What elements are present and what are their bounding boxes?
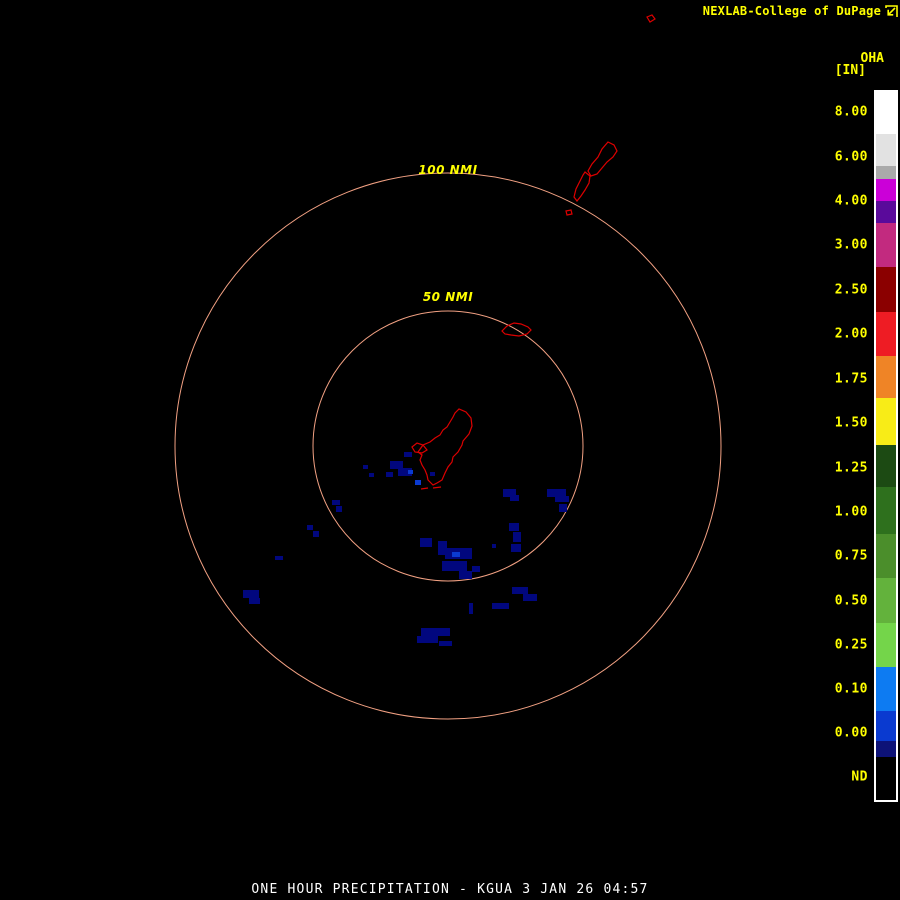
reef-dash bbox=[420, 487, 429, 490]
colorbar-segment bbox=[876, 201, 896, 223]
precip-cell bbox=[421, 628, 450, 636]
precip-cell bbox=[503, 489, 516, 497]
colorbar-segment bbox=[876, 578, 896, 623]
precip-cell bbox=[398, 468, 412, 476]
precip-cell bbox=[472, 566, 480, 572]
colorbar-segment bbox=[876, 223, 896, 267]
colorbar-tick-label: 3.00 bbox=[834, 237, 868, 253]
precip-cell bbox=[555, 496, 569, 502]
colorbar-segment bbox=[876, 667, 896, 711]
legend-units-label: [IN] bbox=[834, 63, 866, 78]
precip-cell bbox=[313, 531, 319, 537]
precip-cell bbox=[439, 641, 452, 646]
range-ring bbox=[312, 310, 584, 582]
colorbar-segment bbox=[876, 166, 896, 179]
colorbar-segment bbox=[876, 312, 896, 356]
precip-cell bbox=[438, 541, 447, 555]
precip-cell bbox=[492, 603, 509, 609]
precip-cell bbox=[404, 452, 412, 457]
colorbar-tick-label: 0.25 bbox=[834, 637, 868, 653]
precip-cell bbox=[492, 544, 496, 548]
colorbar-segment bbox=[876, 623, 896, 667]
precip-cell bbox=[523, 594, 537, 601]
island-outline-rota bbox=[501, 322, 532, 337]
colorbar-segment bbox=[876, 92, 896, 134]
precip-cell bbox=[452, 552, 460, 557]
island-outline-saipan bbox=[587, 141, 618, 177]
precip-cell bbox=[513, 532, 521, 542]
precip-cell bbox=[408, 470, 413, 474]
precip-cell bbox=[243, 590, 259, 598]
precip-cell bbox=[559, 504, 567, 512]
colorbar-tick-label: 0.50 bbox=[834, 593, 868, 609]
colorbar-segment bbox=[876, 179, 896, 201]
colorbar-segment bbox=[876, 398, 896, 445]
range-ring-label: 50 NMI bbox=[422, 290, 474, 304]
colorbar bbox=[874, 90, 898, 802]
precip-cell bbox=[510, 495, 519, 501]
precip-cell bbox=[307, 525, 313, 530]
precip-cell bbox=[332, 500, 340, 505]
colorbar-tick-label: 2.00 bbox=[834, 326, 868, 342]
colorbar-segment bbox=[876, 445, 896, 487]
island-outline-aguijan bbox=[565, 209, 573, 216]
precip-cell bbox=[249, 598, 260, 604]
colorbar-tick-label: 0.00 bbox=[834, 725, 868, 741]
colorbar-segment bbox=[876, 487, 896, 534]
colorbar-tick-label: 0.10 bbox=[834, 681, 868, 697]
precip-cell bbox=[547, 489, 566, 497]
colorbar-segment bbox=[876, 757, 896, 800]
colorbar-segment bbox=[876, 134, 896, 166]
pop-out-icon bbox=[885, 4, 898, 17]
colorbar-tick-label: 1.25 bbox=[834, 460, 868, 476]
range-ring-label: 100 NMI bbox=[418, 163, 478, 177]
nexlab-attribution-link[interactable]: NEXLAB-College of DuPage bbox=[703, 4, 898, 18]
colorbar-tick-label: 6.00 bbox=[834, 149, 868, 165]
range-ring bbox=[174, 172, 722, 720]
precip-cell bbox=[420, 538, 432, 547]
colorbar-tick-label: 4.00 bbox=[834, 193, 868, 209]
precip-cell bbox=[390, 461, 403, 469]
island-outline-guam bbox=[417, 408, 473, 486]
legend-product-label: OHA bbox=[860, 51, 884, 66]
island-outline-tinian bbox=[573, 171, 591, 202]
precip-cell bbox=[509, 523, 519, 531]
precip-cell bbox=[442, 561, 467, 571]
precip-cell bbox=[336, 506, 342, 512]
precip-cell bbox=[369, 473, 374, 477]
precip-cell bbox=[415, 480, 421, 485]
reef-dash bbox=[432, 486, 442, 489]
precip-cell bbox=[512, 587, 528, 594]
precip-cell bbox=[459, 571, 472, 579]
colorbar-tick-label: 1.75 bbox=[834, 371, 868, 387]
colorbar-tick-label: 1.50 bbox=[834, 415, 868, 431]
colorbar-tick-label: 2.50 bbox=[834, 282, 868, 298]
precip-cell bbox=[430, 472, 435, 476]
island-outline-anatahan bbox=[646, 14, 656, 23]
precip-cell bbox=[469, 603, 473, 614]
island-outline-apra-harbor bbox=[411, 442, 428, 454]
colorbar-tick-label: ND bbox=[851, 769, 868, 785]
precip-cell bbox=[386, 472, 393, 477]
colorbar-segment bbox=[876, 711, 896, 741]
attribution-text: NEXLAB-College of DuPage bbox=[702, 4, 881, 18]
colorbar-segment bbox=[876, 356, 896, 398]
colorbar-segment bbox=[876, 741, 896, 757]
precip-cell bbox=[511, 544, 521, 552]
precip-cell bbox=[275, 556, 283, 560]
product-title: ONE HOUR PRECIPITATION - KGUA 3 JAN 26 0… bbox=[251, 882, 649, 897]
precip-cell bbox=[417, 636, 438, 643]
colorbar-tick-label: 8.00 bbox=[834, 104, 868, 120]
colorbar-segment bbox=[876, 267, 896, 312]
precip-cell bbox=[363, 465, 368, 469]
colorbar-segment bbox=[876, 534, 896, 578]
colorbar-tick-label: 0.75 bbox=[834, 548, 868, 564]
colorbar-tick-label: 1.00 bbox=[834, 504, 868, 520]
